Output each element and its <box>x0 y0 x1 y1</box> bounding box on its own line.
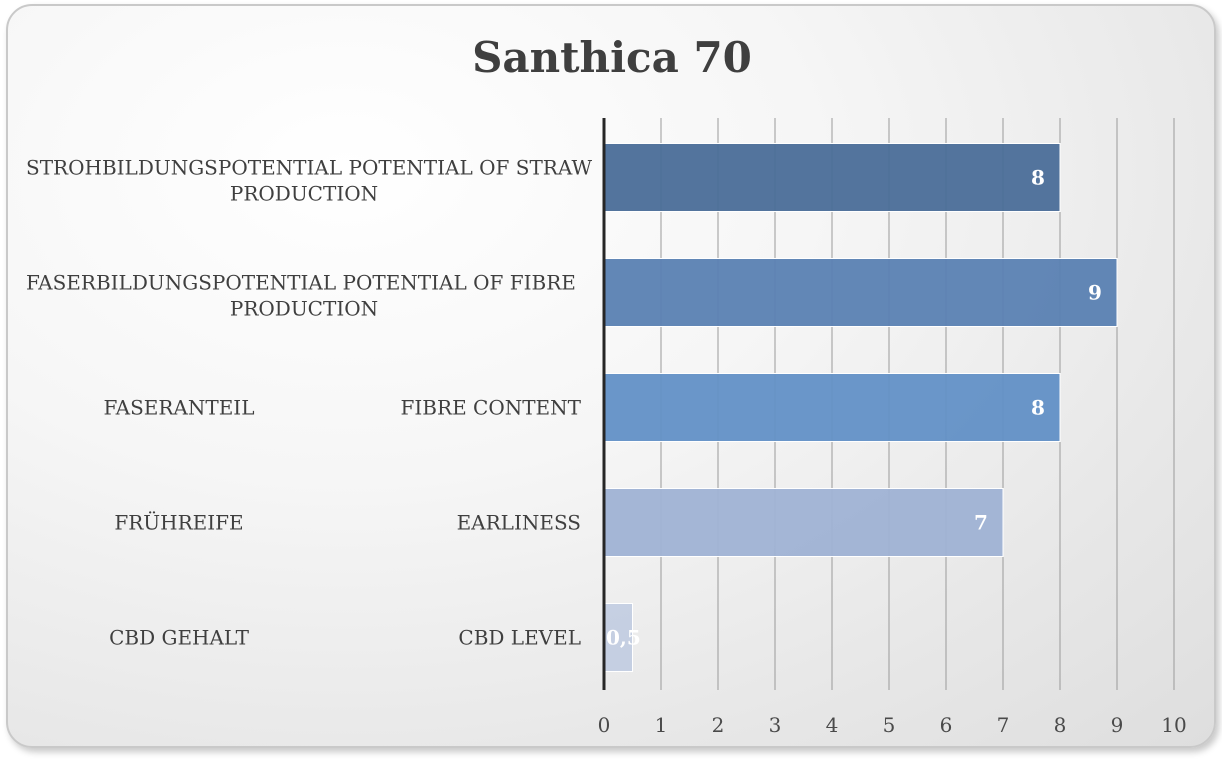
bar-value-label: 7 <box>974 511 988 535</box>
bar-value-label: 8 <box>1031 396 1045 420</box>
category-label-en: EARLINESS <box>457 511 581 535</box>
x-tick-label: 3 <box>769 713 782 737</box>
bar-value-label: 9 <box>1088 281 1102 305</box>
bar <box>603 488 1004 557</box>
x-tick-label: 9 <box>1111 713 1124 737</box>
x-tick-label: 2 <box>712 713 725 737</box>
x-tick-label: 6 <box>940 713 953 737</box>
category-label-de: FRÜHREIFE <box>114 510 243 535</box>
category-label: PRODUCTION <box>230 182 378 206</box>
x-tick-label: 4 <box>826 713 839 737</box>
chart-card: Santhica 70 8 9 8 7 0,5 0 1 2 3 4 5 6 7 8 9 10 STROHBI… <box>6 4 1216 748</box>
category-label: FASERBILDUNGSPOTENTIAL POTENTIAL OF FIBR… <box>26 271 576 295</box>
x-tick-label: 0 <box>598 713 611 737</box>
bar-chart: Santhica 70 8 9 8 7 0,5 0 1 2 3 4 5 6 7 8 9 10 STROHBI… <box>26 33 1187 737</box>
category-label-en: CBD LEVEL <box>458 626 581 650</box>
chart-title: Santhica 70 <box>472 33 752 82</box>
x-tick-label: 1 <box>655 713 668 737</box>
category-label-en: FIBRE CONTENT <box>401 396 582 420</box>
x-tick-label: 10 <box>1161 713 1186 737</box>
bar <box>603 373 1061 442</box>
bar <box>603 603 633 672</box>
category-label: PRODUCTION <box>230 297 378 321</box>
bars: 8 9 8 7 0,5 <box>603 143 1118 672</box>
category-label-de: FASERANTEIL <box>103 396 254 420</box>
bar <box>603 143 1061 212</box>
x-tick-label: 5 <box>883 713 896 737</box>
category-label: STROHBILDUNGSPOTENTIAL POTENTIAL OF STRA… <box>26 156 592 180</box>
x-tick-label: 8 <box>1054 713 1067 737</box>
bar <box>603 258 1118 327</box>
bar-value-label: 8 <box>1031 166 1045 190</box>
x-tick-label: 7 <box>997 713 1010 737</box>
bar-value-label: 0,5 <box>606 626 641 650</box>
category-labels: STROHBILDUNGSPOTENTIAL POTENTIAL OF STRA… <box>26 156 592 650</box>
value-axis: 0 1 2 3 4 5 6 7 8 9 10 <box>598 118 1187 737</box>
category-label-de: CBD GEHALT <box>109 626 250 650</box>
